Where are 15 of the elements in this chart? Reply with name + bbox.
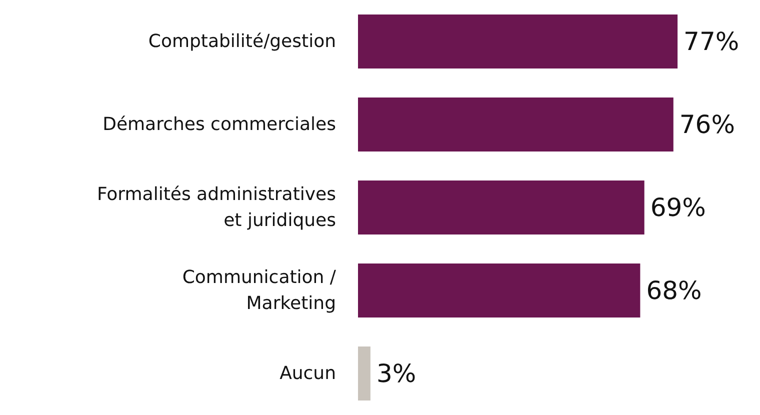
bar (358, 180, 644, 234)
data-label: 3% (376, 359, 416, 388)
data-label: 76% (679, 110, 735, 139)
data-label: 77% (684, 27, 740, 56)
y-tick-label: Aucun (280, 363, 336, 384)
bar (358, 264, 640, 318)
y-tick-label: Communication / Marketing (182, 267, 337, 314)
y-tick-label: Comptabilité/gestion (148, 31, 336, 52)
bar (358, 14, 678, 68)
bar (358, 98, 674, 152)
y-tick-label: Démarches commerciales (102, 114, 336, 135)
data-label: 68% (646, 276, 702, 305)
y-tick-label: Formalités administratives et juridiques (96, 184, 336, 231)
data-label: 69% (650, 193, 706, 222)
bar (358, 346, 370, 400)
